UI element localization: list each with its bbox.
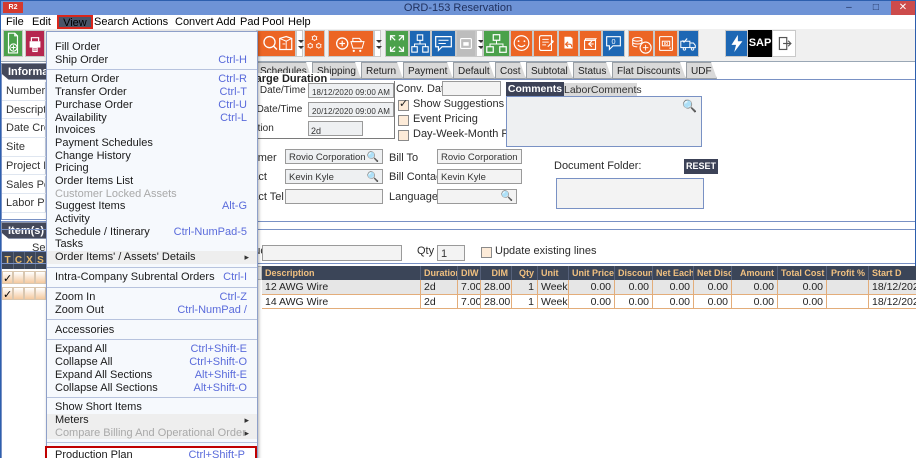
svg-text:0: 0 xyxy=(611,37,615,46)
